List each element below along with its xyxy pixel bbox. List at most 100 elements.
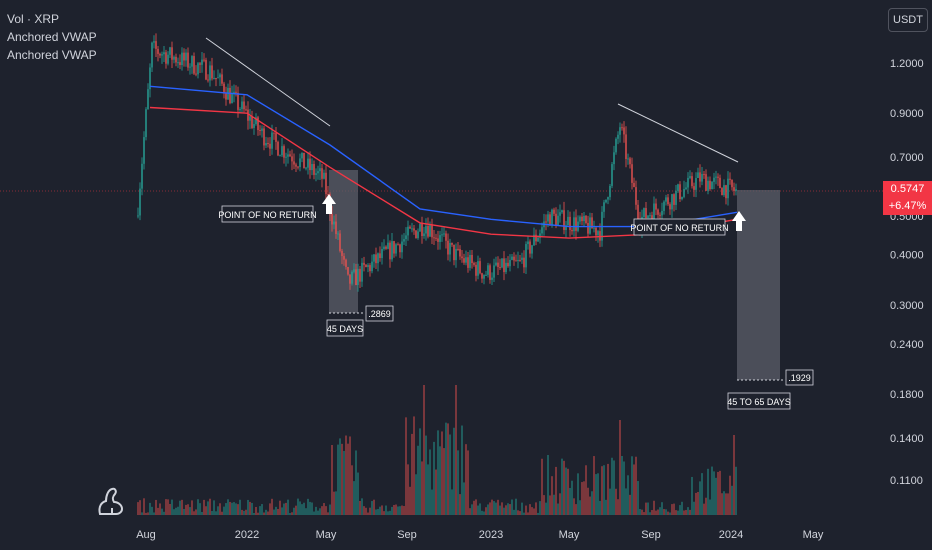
- volume-bar: [481, 510, 483, 515]
- candle-body: [349, 274, 351, 284]
- candle-body: [541, 227, 543, 234]
- volume-bar: [149, 502, 151, 515]
- volume-bar: [613, 460, 615, 515]
- volume-bar: [137, 502, 139, 515]
- candle-body: [327, 194, 329, 196]
- volume-bar: [591, 491, 593, 515]
- candle-body: [229, 87, 231, 104]
- volume-bar: [697, 491, 699, 515]
- candle-body: [321, 168, 323, 179]
- candle-body: [675, 190, 677, 205]
- volume-bar: [271, 498, 273, 515]
- candle-body: [613, 152, 615, 165]
- volume-bar: [609, 488, 611, 515]
- candle-body: [427, 226, 429, 237]
- volume-bar: [491, 499, 493, 515]
- volume-bar: [569, 487, 571, 515]
- candle-body: [363, 262, 365, 265]
- candle-body: [439, 235, 441, 242]
- legend-indicator-1[interactable]: Anchored VWAP: [7, 30, 97, 44]
- volume-bar: [645, 502, 647, 515]
- volume-bar: [701, 473, 703, 515]
- currency-button[interactable]: USDT: [888, 8, 928, 32]
- volume-bar: [661, 502, 663, 515]
- candle-body: [315, 173, 317, 175]
- volume-bar: [191, 500, 193, 515]
- volume-bar: [485, 507, 487, 515]
- candle-body: [169, 47, 171, 55]
- volume-bar: [179, 500, 181, 515]
- volume-bar: [611, 457, 613, 515]
- tradingview-logo-icon[interactable]: [92, 484, 132, 516]
- svg-text:.2869: .2869: [368, 309, 391, 319]
- trendline-1: [205, 37, 331, 127]
- volume-bar: [421, 461, 423, 515]
- volume-bar: [621, 455, 623, 515]
- candle-body: [595, 227, 597, 236]
- volume-bar: [249, 501, 251, 515]
- volume-bar: [175, 507, 177, 515]
- candle-body: [657, 209, 659, 215]
- volume-bar: [247, 499, 249, 515]
- volume-bar: [347, 443, 349, 515]
- volume-bar: [357, 472, 359, 515]
- volume-bar: [259, 506, 261, 515]
- volume-bar: [519, 511, 521, 515]
- candle-body: [183, 52, 185, 61]
- volume-bar: [503, 507, 505, 515]
- volume-bar: [359, 500, 361, 515]
- candle-body: [567, 216, 569, 226]
- candle-body: [585, 215, 587, 223]
- x-axis[interactable]: Aug 2022 May Sep 2023 May Sep 2024 May: [136, 529, 824, 541]
- y-tick-label: 0.1800: [890, 389, 924, 401]
- volume-bar: [217, 506, 219, 515]
- volume-bar: [199, 503, 201, 515]
- candle-body: [207, 79, 209, 81]
- candle-body: [155, 41, 157, 49]
- candle-body: [191, 56, 193, 67]
- volume-bar: [409, 486, 411, 515]
- candle-body: [181, 52, 183, 66]
- candle-body: [649, 215, 651, 217]
- volume-bar: [647, 502, 649, 515]
- candle-body: [365, 264, 367, 267]
- legend-indicator-2[interactable]: Anchored VWAP: [7, 48, 97, 62]
- volume-bar: [371, 501, 373, 515]
- volume-bar: [385, 505, 387, 515]
- volume-bar: [173, 509, 175, 515]
- x-tick-label: May: [559, 529, 580, 541]
- candle-body: [435, 237, 437, 239]
- volume-bars: [137, 385, 737, 515]
- volume-bar: [361, 498, 363, 515]
- candle-body: [361, 262, 363, 282]
- volume-bar: [253, 512, 255, 515]
- candle-body: [735, 189, 737, 191]
- candle-body: [213, 77, 215, 79]
- x-tick-label: Sep: [397, 529, 417, 541]
- y-axis[interactable]: 1.20000.90000.70000.50000.40000.30000.24…: [890, 58, 924, 487]
- candle-body: [279, 155, 281, 157]
- volume-bar: [193, 511, 195, 515]
- candle-body: [677, 184, 679, 191]
- volume-bar: [451, 489, 453, 515]
- volume-bar: [549, 495, 551, 515]
- candle-body: [569, 216, 571, 231]
- volume-bar: [473, 500, 475, 515]
- volume-bar: [423, 385, 425, 515]
- volume-bar: [343, 450, 345, 515]
- candle-body: [339, 233, 341, 251]
- candle-body: [283, 146, 285, 158]
- volume-bar: [507, 503, 509, 515]
- volume-bar: [211, 511, 213, 515]
- candle-body: [235, 91, 237, 93]
- candle-body: [289, 154, 291, 157]
- candle-body: [587, 222, 589, 234]
- candle-body: [137, 215, 139, 217]
- volume-bar: [531, 507, 533, 515]
- candle-body: [651, 215, 653, 222]
- volume-bar: [675, 510, 677, 515]
- volume-bar: [143, 498, 145, 515]
- candle-body: [203, 59, 205, 61]
- candle-body: [721, 188, 723, 196]
